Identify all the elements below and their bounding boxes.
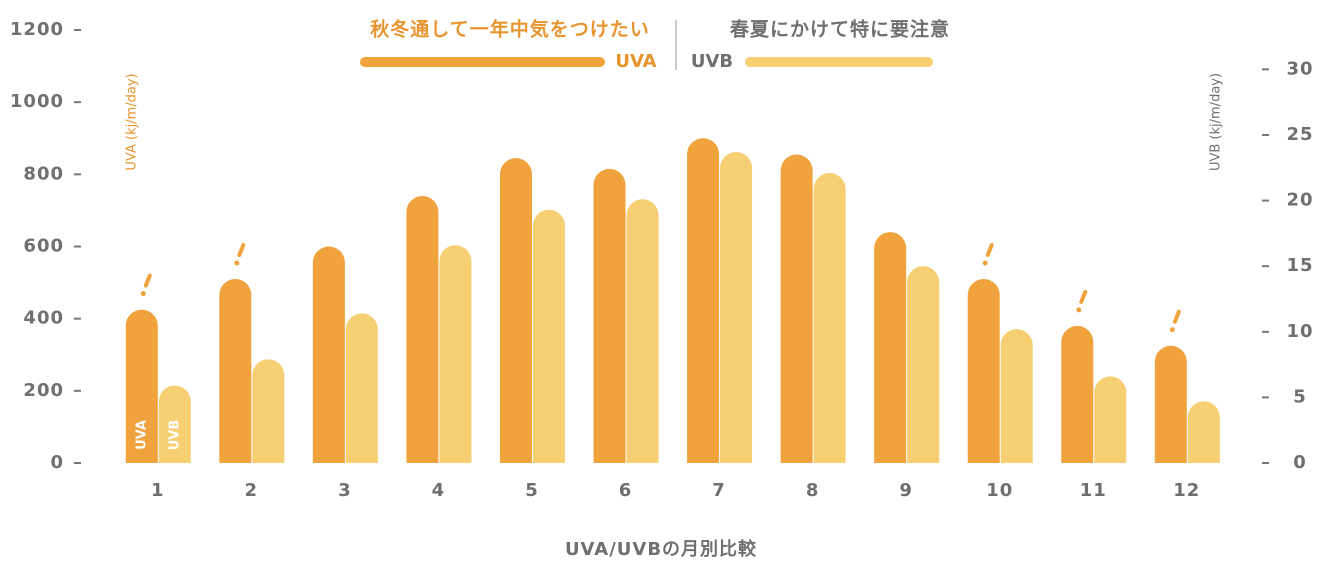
bar (1000, 329, 1033, 463)
y2-tick-label: 25 (1286, 124, 1313, 145)
y-tick-label: 1200 (10, 19, 64, 40)
x-tick-label: 5 (525, 480, 539, 501)
bar (439, 245, 472, 463)
y-axis-title: UVA (kj/m/day) (125, 73, 140, 170)
bar (312, 246, 345, 463)
bar (158, 385, 191, 463)
x-axis-title: UVA/UVBの月別比較 (565, 538, 757, 560)
warning-dot (1076, 307, 1082, 313)
bar (687, 138, 720, 463)
bar (406, 195, 439, 463)
bar-series-label: UVA (134, 420, 149, 450)
warning-dot (1169, 327, 1175, 333)
y2-tick-label: 10 (1286, 321, 1313, 342)
y2-tick-label: 20 (1286, 190, 1313, 211)
warning-mark (143, 273, 152, 288)
legend-label: UVB (691, 51, 733, 72)
bar-series-label: UVB (167, 420, 182, 451)
warning-mark (1079, 289, 1088, 304)
y-tick-label: 800 (23, 163, 64, 184)
warning-dot (234, 260, 240, 266)
bar (499, 158, 532, 464)
x-tick-label: 1 (151, 480, 165, 501)
bar (780, 154, 813, 464)
y2-tick-label: 0 (1293, 452, 1307, 473)
warning-dot (982, 260, 988, 266)
bar (813, 173, 846, 463)
bar (1061, 325, 1094, 463)
x-tick-label: 8 (806, 480, 820, 501)
bar (874, 232, 907, 463)
legend-note: 春夏にかけて特に要注意 (730, 18, 950, 41)
x-tick-label: 6 (619, 480, 633, 501)
warning-mark (985, 242, 994, 257)
x-tick-label: 3 (338, 480, 352, 501)
y-tick-label: 1000 (10, 91, 64, 112)
y2-tick-label: 5 (1293, 386, 1307, 407)
y-tick-label: 0 (50, 452, 64, 473)
bar (967, 278, 1000, 463)
bar (593, 168, 626, 463)
legend-label: UVA (615, 51, 656, 72)
bar (1187, 401, 1220, 463)
y-tick-label: 400 (23, 308, 64, 329)
y-tick-label: 600 (23, 236, 64, 257)
y2-tick-label: 30 (1286, 58, 1313, 79)
x-tick-label: 9 (899, 480, 913, 501)
bar (720, 152, 753, 463)
x-tick-label: 11 (1080, 480, 1107, 501)
x-tick-label: 4 (432, 480, 446, 501)
x-tick-label: 7 (712, 480, 726, 501)
x-tick-label: 10 (986, 480, 1013, 501)
legend-note: 秋冬通して一年中気をつけたい (370, 18, 649, 41)
x-tick-label: 12 (1173, 480, 1200, 501)
bar (345, 313, 378, 463)
bar (252, 359, 285, 463)
y-tick-label: 200 (23, 380, 64, 401)
bar (125, 309, 158, 463)
warning-mark (1172, 309, 1181, 324)
warning-mark (237, 242, 246, 257)
x-tick-label: 2 (245, 480, 259, 501)
y2-axis-title: UVB (kj/m/day) (1209, 73, 1224, 171)
bar (1094, 376, 1127, 463)
bar (219, 278, 252, 463)
bar (532, 209, 565, 463)
warning-dot (140, 291, 146, 297)
y2-tick-label: 15 (1286, 255, 1313, 276)
bar (626, 199, 659, 463)
bar (1154, 345, 1187, 463)
bar (907, 266, 940, 463)
